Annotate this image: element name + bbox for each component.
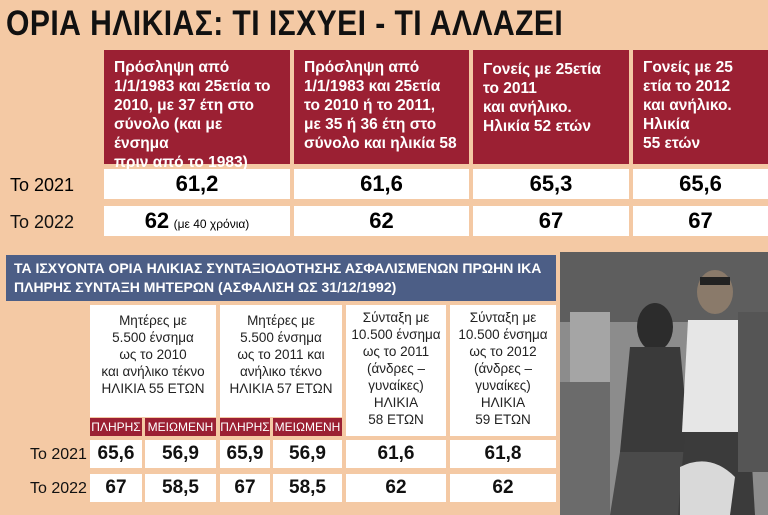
header-line: το 2010 ή το 2011, xyxy=(304,97,436,114)
header-line: 58 ΕΤΩΝ xyxy=(368,412,424,427)
header-line: ΗΛΙΚΙΑ xyxy=(373,395,419,410)
header-line: πριν από το 1983) xyxy=(114,154,248,171)
header-line: Ηλικία xyxy=(643,116,690,133)
row-label-2021: Το 2021 xyxy=(10,175,75,195)
table-cell: 62 xyxy=(346,474,446,502)
top-header-3: Γονείς με 25ετία το 2011 και ανήλικο. Ηλ… xyxy=(473,50,629,164)
subheader-reduced: ΜΕΙΩΜΕΝΗ xyxy=(273,418,342,436)
header-line: 2010, με 37 έτη στο xyxy=(114,97,255,114)
header-line: ως το 2011 xyxy=(362,344,430,359)
header-line: γυναίκες) xyxy=(368,378,424,393)
header-line: 55 ετών xyxy=(643,135,701,152)
crowd-photo-drawing xyxy=(560,252,768,515)
table-cell: 58,5 xyxy=(145,474,216,502)
header-line: Πρόσληψη από xyxy=(304,59,420,76)
table-cell: 61,6 xyxy=(294,169,469,199)
table-cell: 67 xyxy=(473,206,629,236)
bottom-table-title: ΤΑ ΙΣΧΥΟΝΤΑ ΟΡΙΑ ΗΛΙΚΙΑΣ ΣΥΝΤΑΞΙΟΔΟΤΗΣΗΣ… xyxy=(6,255,556,301)
bottom-header-4: Σύνταξη με 10.500 ένσημα ως το 2012 (άνδ… xyxy=(450,305,556,436)
header-line: 1/1/1983 και 25ετία το xyxy=(114,78,271,95)
row-label-2022: Το 2022 xyxy=(10,212,75,232)
top-header-4: Γονείς με 25 ετία το 2012 και ανήλικο. Η… xyxy=(633,50,768,164)
header-line: σύνολο (και με ένσημα xyxy=(114,116,223,152)
header-line: 5.500 ένσημα xyxy=(112,330,194,345)
header-line: Σύνταξη με xyxy=(469,310,537,325)
header-line: ετία το 2012 xyxy=(643,78,731,95)
subheader-full: ΠΛΗΡΗΣ xyxy=(90,418,142,436)
header-line: Μητέρες με xyxy=(119,313,187,328)
bottom-header-3: Σύνταξη με 10.500 ένσημα ως το 2011 (άνδ… xyxy=(346,305,446,436)
table-cell: 58,5 xyxy=(273,474,342,502)
header-line: 59 ΕΤΩΝ xyxy=(475,412,531,427)
table-cell: 61,2 xyxy=(104,169,290,199)
table-cell: 56,9 xyxy=(273,440,342,468)
table-cell: 62 xyxy=(450,474,556,502)
subheader-full: ΠΛΗΡΗΣ xyxy=(220,418,270,436)
table-cell: 65,9 xyxy=(220,440,270,468)
header-line: ως το 2010 xyxy=(119,347,187,362)
header-line: ως το 2012 xyxy=(469,344,537,359)
header-line: το 2011 xyxy=(483,80,537,97)
table-cell: 67 xyxy=(633,206,768,236)
bottom-header-1: Μητέρες με 5.500 ένσημα ως το 2010 και α… xyxy=(90,305,216,417)
header-line: Γονείς με 25ετία xyxy=(483,61,601,78)
table-cell: 67 xyxy=(220,474,270,502)
header-line: 5.500 ένσημα xyxy=(240,330,322,345)
title-line: ΤΑ ΙΣΧΥΟΝΤΑ ΟΡΙΑ ΗΛΙΚΙΑΣ ΣΥΝΤΑΞΙΟΔΟΤΗΣΗΣ… xyxy=(14,260,542,276)
header-line: (άνδρες – xyxy=(366,361,426,376)
subheader-reduced: ΜΕΙΩΜΕΝΗ xyxy=(145,418,216,436)
header-line: Σύνταξη με xyxy=(362,310,430,325)
header-line: ΗΛΙΚΙΑ 57 ΕΤΩΝ xyxy=(229,381,333,396)
header-line: και ανήλικο. xyxy=(483,99,572,116)
page-title: ΟΡΙΑ ΗΛΙΚΙΑΣ: ΤΙ ΙΣΧΥΕΙ - ΤΙ ΑΛΛΑΖΕΙ xyxy=(6,4,564,43)
crowd-photo xyxy=(560,252,768,515)
header-line: με 35 ή 36 έτη στο xyxy=(304,116,437,133)
row-label-2021: Το 2021 xyxy=(30,446,87,463)
table-cell: 65,6 xyxy=(633,169,768,199)
cell-note: (με 40 χρόνια) xyxy=(173,217,250,231)
header-line: και ανήλικο. xyxy=(643,97,732,114)
header-line: γυναίκες) xyxy=(475,378,531,393)
top-header-1: Πρόσληψη από 1/1/1983 και 25ετία το 2010… xyxy=(104,50,290,171)
header-line: Γονείς με 25 xyxy=(643,59,733,76)
table-cell: 62 (με 40 χρόνια) xyxy=(104,206,290,236)
header-line: ως το 2011 και xyxy=(237,347,325,362)
header-line: Μητέρες με xyxy=(247,313,315,328)
header-line: ΗΛΙΚΙΑ 55 ΕΤΩΝ xyxy=(101,381,205,396)
cell-value: 62 xyxy=(144,208,170,233)
header-line: Ηλικία 52 ετών xyxy=(483,118,592,135)
header-line: ΗΛΙΚΙΑ xyxy=(480,395,526,410)
header-line: και ανήλικο τέκνο xyxy=(101,364,205,379)
top-header-2: Πρόσληψη από 1/1/1983 και 25ετία το 2010… xyxy=(294,50,469,164)
header-line: 10.500 ένσημα xyxy=(351,327,441,342)
table-cell: 56,9 xyxy=(145,440,216,468)
table-cell: 61,8 xyxy=(450,440,556,468)
header-line: 10.500 ένσημα xyxy=(458,327,548,342)
header-line: σύνολο και ηλικία 58 xyxy=(304,135,457,152)
title-line: ΠΛΗΡΗΣ ΣΥΝΤΑΞΗ ΜΗΤΕΡΩΝ (ΑΣΦΑΛΙΣΗ ΩΣ 31/1… xyxy=(14,279,397,295)
table-cell: 62 xyxy=(294,206,469,236)
row-label-2022: Το 2022 xyxy=(30,480,87,497)
table-cell: 65,3 xyxy=(473,169,629,199)
header-line: ανήλικο τέκνο xyxy=(239,364,322,379)
table-cell: 65,6 xyxy=(90,440,142,468)
header-line: Πρόσληψη από xyxy=(114,59,230,76)
header-line: (άνδρες – xyxy=(473,361,533,376)
table-cell: 67 xyxy=(90,474,142,502)
table-cell: 61,6 xyxy=(346,440,446,468)
header-line: 1/1/1983 και 25ετία xyxy=(304,78,441,95)
bottom-header-2: Μητέρες με 5.500 ένσημα ως το 2011 και α… xyxy=(220,305,342,417)
